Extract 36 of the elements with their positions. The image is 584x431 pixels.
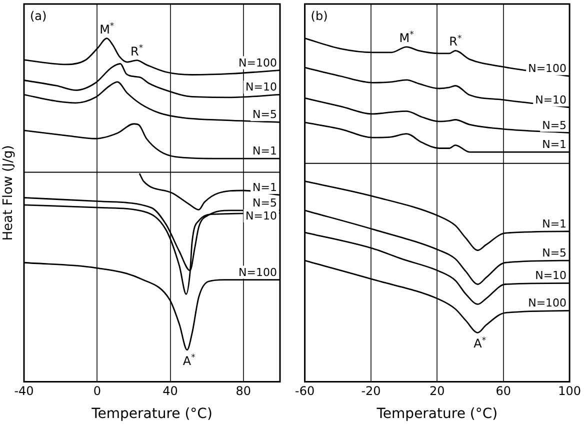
annotation: M* <box>399 29 414 45</box>
annotation: A* <box>474 334 486 351</box>
series-label: N=10 <box>246 209 278 222</box>
x-axis-title: Temperature (°C) <box>90 406 212 422</box>
series-label: N=1 <box>252 144 278 158</box>
x-tick-label: -60 <box>294 384 315 398</box>
series-label: N=100 <box>528 296 567 310</box>
series-label: N=5 <box>252 196 278 210</box>
series-label: N=100 <box>238 56 278 70</box>
series-label: N=10 <box>246 80 278 94</box>
series-label: N=1 <box>542 138 567 152</box>
series-label: N=5 <box>252 108 278 122</box>
x-tick-label: 60 <box>496 384 511 398</box>
series-label: N=10 <box>535 269 567 282</box>
annotation: A* <box>182 352 196 368</box>
x-tick-label: 20 <box>430 384 445 398</box>
text: (a) <box>30 9 47 23</box>
annotation: R* <box>130 42 144 58</box>
x-axis-title: Temperature (°C) <box>376 406 498 422</box>
annotation: M* <box>100 20 114 36</box>
series-label: N=5 <box>542 118 567 132</box>
series-label: N=5 <box>542 246 567 260</box>
y-axis-title: Heat Flow (J/g) <box>1 145 16 241</box>
series-label: N=10 <box>535 93 567 106</box>
text: (b) <box>310 9 328 23</box>
x-tick-label: 0 <box>93 384 101 398</box>
x-tick-label: -40 <box>14 384 34 398</box>
series-label: N=100 <box>238 266 278 279</box>
x-tick-label: -20 <box>361 384 381 398</box>
series-label: N=100 <box>528 62 567 76</box>
x-tick-label: 40 <box>162 384 178 398</box>
annotation: R* <box>449 32 462 49</box>
series-label: N=1 <box>252 180 278 194</box>
series-label: N=1 <box>542 217 567 230</box>
x-tick-label: 100 <box>558 384 581 398</box>
x-tick-label: 80 <box>236 384 252 398</box>
